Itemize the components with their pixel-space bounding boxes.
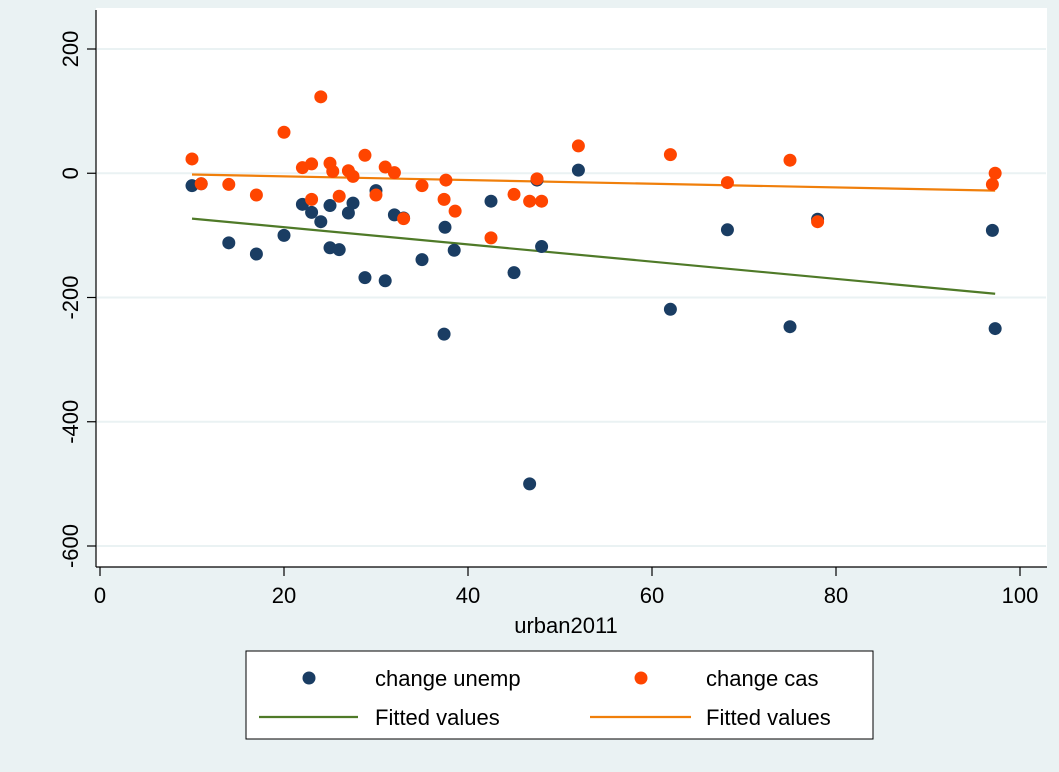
point-change-unemp	[985, 223, 999, 237]
point-change-cas	[415, 179, 429, 193]
point-change-unemp	[507, 266, 521, 280]
point-change-cas	[530, 172, 544, 186]
point-change-unemp	[523, 477, 537, 491]
point-change-cas	[222, 177, 236, 191]
point-change-cas	[326, 164, 340, 178]
fitted-line-1	[191, 217, 996, 295]
point-change-unemp	[346, 196, 360, 210]
fitted-lines	[191, 173, 996, 295]
legend-box	[245, 650, 874, 740]
point-change-cas	[305, 157, 319, 171]
point-change-cas	[346, 169, 360, 183]
y-tick-label: -600	[58, 524, 83, 568]
point-change-unemp	[314, 215, 328, 229]
y-tick-label: 200	[58, 31, 83, 68]
legend: change unemp change cas Fitted values Fitte…	[245, 650, 874, 740]
x-tick-label: 40	[456, 583, 480, 608]
point-change-cas	[277, 125, 291, 139]
point-change-cas	[437, 192, 451, 206]
point-change-cas	[985, 177, 999, 191]
point-change-unemp	[437, 327, 451, 341]
point-change-unemp	[249, 247, 263, 261]
point-change-cas	[387, 166, 401, 180]
point-change-unemp	[378, 274, 392, 288]
y-tick-label: -200	[58, 275, 83, 319]
y-axis-ticks: -600 -400 -200 0 200	[58, 31, 96, 568]
point-change-unemp	[222, 236, 236, 250]
point-change-cas	[720, 176, 734, 190]
data-points	[185, 90, 1002, 491]
point-change-unemp	[341, 206, 355, 220]
point-change-unemp	[438, 220, 452, 234]
point-change-unemp	[484, 194, 498, 208]
point-change-unemp	[663, 302, 677, 316]
point-change-cas	[507, 187, 521, 201]
point-change-cas	[448, 204, 462, 218]
legend-symbol-2	[634, 671, 648, 685]
x-tick-label: 20	[272, 583, 296, 608]
point-change-unemp	[305, 205, 319, 219]
point-change-unemp	[358, 271, 372, 285]
fitted-line-2	[191, 173, 996, 192]
legend-symbol-1	[302, 671, 316, 685]
point-change-cas	[358, 148, 372, 162]
x-axis-title: urban2011	[514, 613, 618, 638]
point-change-cas	[332, 189, 346, 203]
plot-area	[96, 8, 1047, 567]
point-change-cas	[988, 166, 1002, 180]
point-change-cas	[811, 215, 825, 229]
point-change-cas	[523, 194, 537, 208]
point-change-cas	[249, 188, 263, 202]
point-change-unemp	[535, 240, 549, 254]
legend-label-4: Fitted values	[706, 705, 831, 730]
point-change-cas	[663, 148, 677, 162]
point-change-cas	[484, 231, 498, 245]
point-change-unemp	[323, 199, 337, 213]
point-change-cas	[397, 212, 411, 226]
point-change-cas	[369, 188, 383, 202]
point-change-unemp	[277, 228, 291, 242]
x-tick-label: 80	[824, 583, 848, 608]
x-axis-ticks: 0 20 40 60 80 100	[94, 567, 1038, 608]
point-change-unemp	[415, 253, 429, 267]
legend-label-3: Fitted values	[375, 705, 500, 730]
point-change-cas	[783, 153, 797, 167]
point-change-cas	[439, 173, 453, 187]
y-tick-label: -400	[58, 400, 83, 444]
point-change-cas	[185, 152, 199, 166]
point-change-unemp	[988, 322, 1002, 336]
point-change-cas	[314, 90, 328, 104]
point-change-unemp	[720, 223, 734, 237]
y-tick-label: 0	[58, 167, 83, 179]
point-change-cas	[305, 192, 319, 206]
point-change-unemp	[783, 320, 797, 334]
legend-label-1: change unemp	[375, 666, 521, 691]
point-change-unemp	[571, 163, 585, 177]
legend-label-2: change cas	[706, 666, 819, 691]
point-change-cas	[194, 177, 208, 191]
point-change-unemp	[447, 243, 461, 257]
point-change-unemp	[332, 243, 346, 257]
x-tick-label: 0	[94, 583, 106, 608]
x-tick-label: 100	[1002, 583, 1039, 608]
point-change-cas	[535, 194, 549, 208]
point-change-cas	[571, 139, 585, 153]
gridlines	[97, 48, 1046, 547]
x-tick-label: 60	[640, 583, 664, 608]
